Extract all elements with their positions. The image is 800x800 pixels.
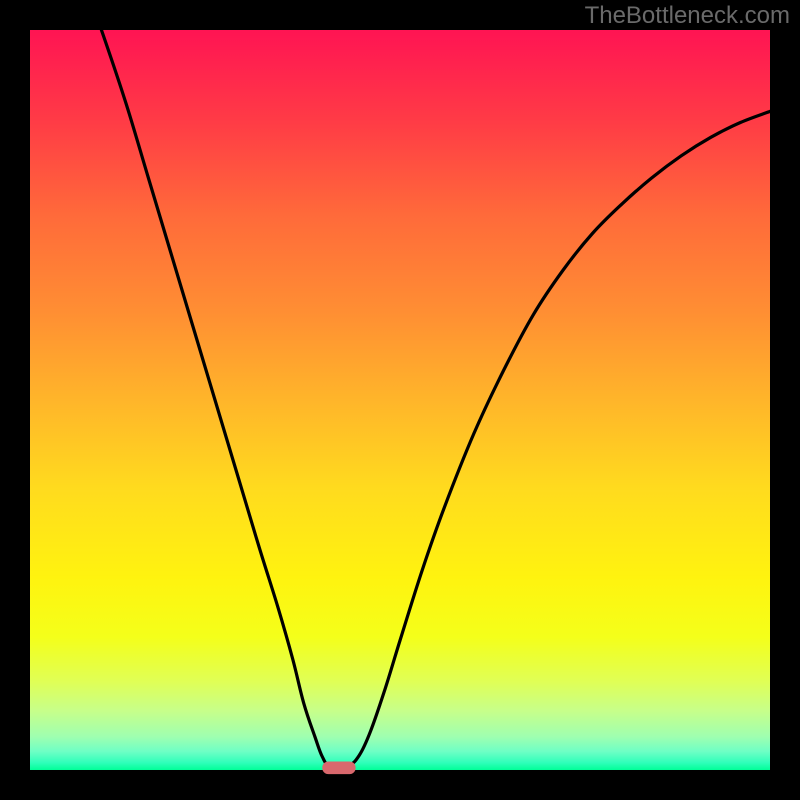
plot-background-gradient: [30, 30, 770, 770]
bottleneck-chart: [0, 0, 800, 800]
chart-frame: TheBottleneck.com: [0, 0, 800, 800]
curve-minimum-marker: [322, 761, 355, 774]
watermark-text: TheBottleneck.com: [585, 2, 790, 30]
